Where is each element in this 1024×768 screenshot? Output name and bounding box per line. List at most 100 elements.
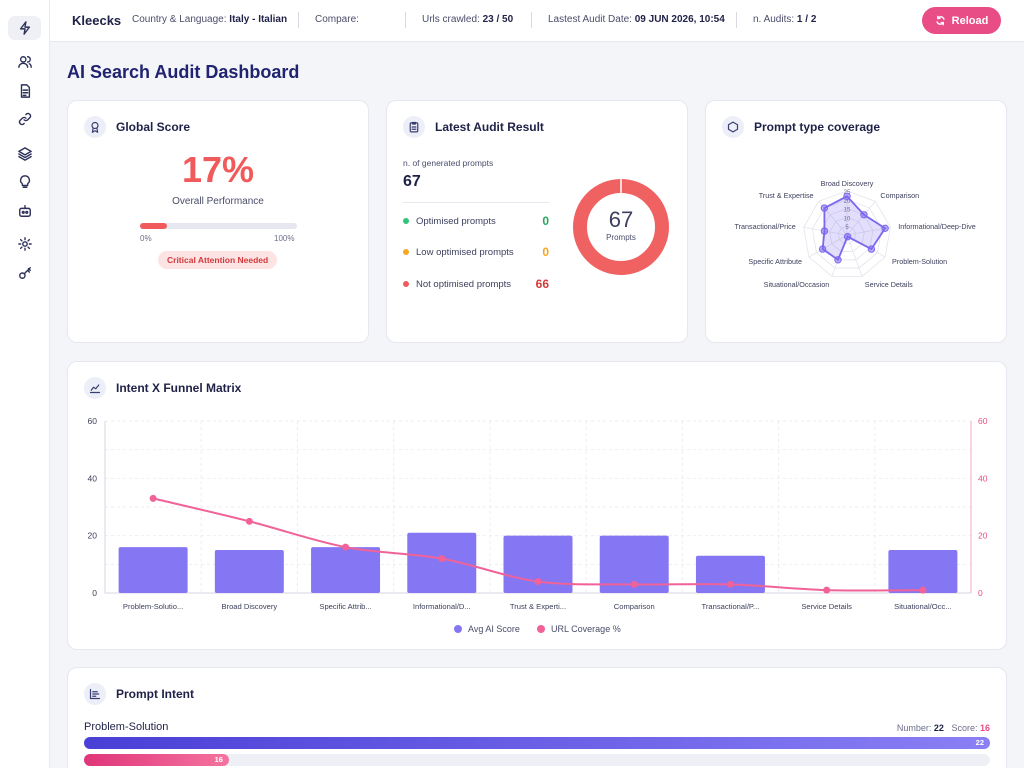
sidebar-item-ideas[interactable] (8, 170, 41, 194)
legend-url-coverage[interactable]: URL Coverage % (537, 624, 621, 634)
radar-grid-ring (820, 208, 874, 261)
sidebar-item-settings[interactable] (8, 232, 41, 256)
clipboard-icon (403, 116, 425, 138)
radar-grid-ring (837, 225, 857, 244)
country-language[interactable]: Country & Language: Italy - Italian (132, 14, 288, 25)
radar-point[interactable] (820, 227, 829, 235)
radar-grid-ring (803, 190, 891, 277)
y-tick-label-right: 20 (978, 531, 988, 541)
prompt-coverage-title: Prompt type coverage (754, 120, 881, 134)
global-score-title: Global Score (116, 120, 191, 134)
radar-point[interactable] (867, 245, 876, 253)
line-point[interactable] (342, 543, 350, 551)
progress-min-label: 0% (140, 234, 152, 243)
lightbulb-icon (19, 175, 30, 188)
not-optimised-prompts-row: Not optimised prompts 66 (403, 277, 549, 291)
sidebar-item-dashboard[interactable] (8, 16, 41, 40)
gear-icon (17, 237, 32, 251)
bar[interactable] (599, 535, 669, 593)
radar-point[interactable] (860, 211, 868, 219)
radar-point[interactable] (881, 224, 889, 232)
sidebar-item-documents[interactable] (8, 79, 41, 103)
sidebar-item-links[interactable] (8, 107, 41, 131)
header-divider (531, 12, 532, 28)
x-tick-label: Service Details (801, 602, 852, 611)
radar-spoke (808, 234, 848, 258)
radar-spoke (846, 201, 876, 236)
prompt-intent-title: Prompt Intent (116, 687, 194, 701)
bar[interactable] (118, 547, 188, 593)
document-icon (20, 84, 30, 98)
header-divider (405, 12, 406, 28)
radar-point[interactable] (834, 256, 842, 264)
x-tick-label: Trust & Experti... (510, 602, 566, 611)
bar[interactable] (888, 550, 958, 593)
radar-grid-ring (829, 216, 865, 252)
sidebar-item-layers[interactable] (8, 142, 41, 166)
x-tick-label: Broad Discovery (221, 602, 277, 611)
compare-selector[interactable]: Compare: (315, 14, 359, 25)
funnel-bar-chart: 60 40 20 0 60 40 20 0 Problem-Solutio... Broad Di… (88, 416, 988, 611)
line-point[interactable] (438, 555, 446, 563)
bolt-icon (19, 21, 30, 35)
legend-swatch (454, 625, 462, 633)
line-point[interactable] (149, 494, 157, 502)
bar[interactable] (311, 547, 381, 593)
radar-axis-label: Informational/Deep-Dive (898, 222, 976, 231)
bar[interactable] (214, 550, 284, 593)
y-tick-label-left: 60 (88, 416, 98, 426)
page-title: AI Search Audit Dashboard (67, 62, 300, 82)
radar-tick-label: 5 (845, 225, 849, 231)
robot-icon (18, 205, 31, 217)
funnel-matrix-title: Intent X Funnel Matrix (116, 381, 242, 395)
radar-grid-ring (811, 199, 883, 269)
latest-audit-title: Latest Audit Result (435, 120, 544, 134)
line-point[interactable] (630, 580, 638, 588)
header-divider (736, 12, 737, 28)
link-icon (18, 112, 31, 126)
radar-chart: Broad Discovery Comparison Informational/D… (735, 179, 976, 289)
score-progress-bar (140, 223, 297, 229)
legend-avg-ai-score[interactable]: Avg AI Score (454, 624, 520, 634)
intent-score-fill: 16 (84, 754, 229, 766)
line-point[interactable] (919, 586, 927, 594)
prompt-coverage-card: Prompt type coverage Broad Discovery Comp… (705, 100, 1007, 343)
radar-tick-label: 15 (844, 208, 851, 214)
radar-axis-label: Comparison (880, 191, 919, 200)
radar-axis-label: Problem-Solution (892, 257, 947, 266)
radar-point[interactable] (820, 204, 829, 212)
reload-button[interactable]: Reload (922, 7, 1001, 34)
divider (403, 202, 549, 203)
prompt-intent-card: Prompt Intent Problem-Solution Number: 2… (67, 667, 1007, 768)
hexagon-icon (722, 116, 744, 138)
radar-axis-label: Service Details (865, 280, 913, 289)
layers-icon (17, 147, 32, 161)
line-point[interactable] (534, 578, 542, 586)
radar-point[interactable] (843, 192, 851, 200)
radar-axis-label: Specific Attribute (748, 257, 802, 266)
key-icon (18, 267, 31, 279)
intent-number-fill: 22 (84, 737, 990, 749)
global-score-card: Global Score 17% Overall Performance 0% … (67, 100, 369, 343)
global-score-value: 17% (181, 149, 255, 190)
sidebar-item-bot[interactable] (8, 199, 41, 223)
line-point[interactable] (823, 586, 831, 594)
intent-meta: Number: 22 Score: 16 (896, 723, 990, 733)
generated-prompts-value: 67 (403, 173, 421, 190)
status-dot (403, 249, 409, 255)
line-point[interactable] (726, 580, 734, 588)
sidebar-item-users[interactable] (8, 50, 41, 74)
intent-name: Problem-Solution (84, 721, 169, 733)
x-tick-label: Specific Attrib... (319, 602, 371, 611)
top-header: Kleecks Country & Language: Italy - Ital… (50, 0, 1024, 42)
radar-point[interactable] (843, 232, 852, 241)
country-language-value: Italy - Italian (229, 14, 288, 25)
radar-axis-label: Situational/Occasion (764, 280, 830, 289)
bar[interactable] (407, 532, 477, 593)
line-point[interactable] (245, 517, 253, 525)
intent-score-bar: 16 (84, 754, 990, 766)
global-score-subtitle: Overall Performance (172, 196, 264, 207)
sidebar-item-keys[interactable] (8, 261, 41, 285)
x-tick-label: Transactional/P... (702, 602, 760, 611)
radar-point[interactable] (818, 245, 827, 253)
